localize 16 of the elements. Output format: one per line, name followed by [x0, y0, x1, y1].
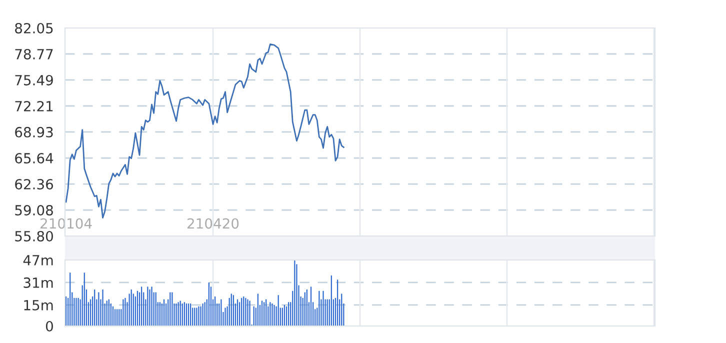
y-tick-label: 68.93 — [15, 126, 53, 138]
y-tick-label: 15m — [24, 300, 53, 310]
y-tick-label: 59.08 — [15, 204, 53, 216]
y-tick-label: 72.21 — [15, 100, 53, 112]
x-tick-label: 210420 — [188, 218, 239, 229]
y-tick-label: 31m — [24, 277, 53, 288]
y-tick-label: 62.36 — [15, 178, 54, 190]
y-tick-label: 47m — [23, 255, 53, 266]
y-tick-label: 55.80 — [15, 230, 53, 242]
y-tick-label: 78.77 — [15, 48, 53, 60]
line-series — [65, 44, 344, 218]
x-tick-label: 210104 — [40, 218, 92, 229]
y-tick-label: 0 — [46, 320, 53, 332]
y-tick-label: 82.05 — [15, 22, 53, 34]
y-tick-label: 65.64 — [15, 153, 54, 164]
y-tick-label: 75.49 — [15, 74, 53, 86]
